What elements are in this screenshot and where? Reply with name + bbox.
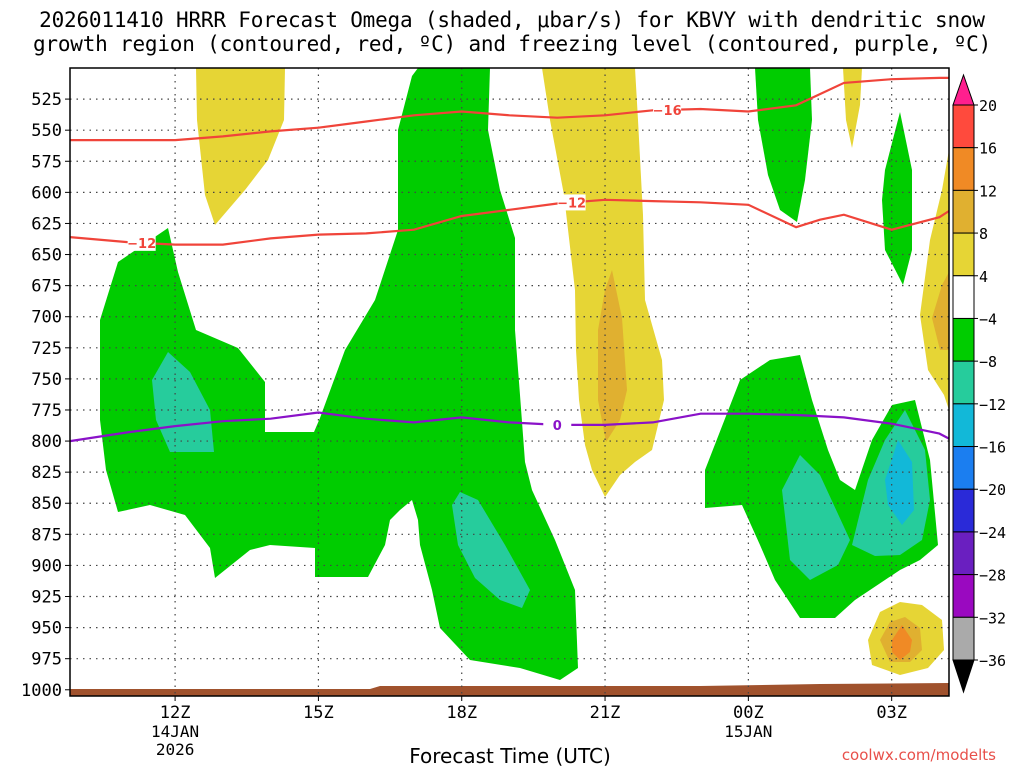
- x-tick-year: 2026: [156, 740, 195, 759]
- colorbar-label: −36: [979, 652, 1006, 670]
- contour-label: −12: [557, 196, 586, 211]
- source-credit[interactable]: coolwx.com/modelts: [841, 746, 996, 764]
- x-tick-label: 18Z: [446, 703, 477, 723]
- y-tick-label: 775: [31, 401, 62, 421]
- colorbar-label: −8: [979, 353, 997, 371]
- colorbar-top-arrow: [952, 73, 975, 106]
- colorbar-label: −28: [979, 567, 1006, 585]
- y-tick-label: 950: [31, 619, 62, 639]
- omega-region-gold-1: [598, 270, 627, 442]
- colorbar-label: 4: [979, 268, 988, 286]
- omega-region-green-4: [882, 112, 912, 285]
- contour--16-c-isotherm: [70, 76, 949, 142]
- omega-colorbar: 20 16 12 8 4 −4 −8 −12 −16 −20 −24 −28 −32 −36: [952, 73, 1006, 694]
- chart-title-line-1: 2026011410 HRRR Forecast Omega (shaded, …: [39, 8, 985, 32]
- y-tick-label: 850: [31, 494, 62, 514]
- contour-label: −16: [653, 104, 682, 119]
- colorbar-swatch: [952, 147, 975, 191]
- colorbar-swatch: [952, 616, 975, 661]
- colorbar-swatch: [952, 275, 975, 319]
- colorbar-label: 12: [979, 182, 997, 200]
- colorbar-label: −32: [979, 609, 1006, 627]
- contour-label-bg: [557, 194, 586, 211]
- omega-region-yellow-2: [542, 68, 664, 497]
- chart-title-line-2: growth region (contoured, red, ºC) and f…: [32, 32, 992, 56]
- omega-region-yellow-3: [843, 68, 862, 148]
- x-axis-title: Forecast Time (UTC): [409, 744, 611, 768]
- colorbar-swatch: [952, 531, 975, 576]
- contour-label-bg: [653, 101, 682, 118]
- colorbar-label: 16: [979, 140, 997, 158]
- y-tick-label: 650: [31, 246, 62, 266]
- contour-0-c-freezing-level: [69, 411, 950, 443]
- x-tick-label: 03Z: [876, 703, 907, 723]
- colorbar-swatch: [952, 232, 975, 277]
- y-tick-label: 575: [31, 152, 62, 172]
- colorbar-swatch: [952, 104, 975, 149]
- x-tick-label: 12Z: [160, 703, 191, 723]
- x-tick-date: 14JAN: [151, 722, 199, 741]
- x-tick-label: 15Z: [303, 703, 334, 723]
- colorbar-label: −4: [979, 310, 997, 328]
- x-tick-label: 00Z: [733, 703, 764, 723]
- colorbar-swatch: [952, 446, 975, 490]
- y-tick-label: 1000: [21, 681, 62, 701]
- omega-region-teal-2: [452, 492, 530, 608]
- y-tick-label: 550: [31, 121, 62, 141]
- contour-label: 0: [553, 419, 562, 434]
- ground-layer: [70, 683, 949, 696]
- contour-label-bg: [127, 234, 156, 251]
- x-tick-date: 15JAN: [724, 722, 772, 741]
- omega-region-teal-3: [782, 455, 850, 580]
- colorbar-swatch: [952, 403, 975, 448]
- contour--12-c-isotherm: [69, 198, 950, 246]
- y-tick-label: 825: [31, 463, 62, 483]
- colorbar-swatch: [952, 574, 975, 618]
- y-tick-label: 900: [31, 556, 62, 576]
- colorbar-swatch: [952, 189, 975, 234]
- colorbar-label: −24: [979, 524, 1006, 542]
- colorbar-label: −20: [979, 481, 1006, 499]
- y-tick-label: 925: [31, 588, 62, 608]
- omega-region-yellow-1: [196, 68, 285, 225]
- omega-region-yellow-4: [920, 150, 949, 410]
- colorbar-label: −12: [979, 396, 1006, 414]
- y-tick-label: 750: [31, 370, 62, 390]
- y-tick-label: 875: [31, 525, 62, 545]
- y-tick-label: 675: [31, 277, 62, 297]
- contour-lines: −16 −12 −12 0: [69, 76, 950, 443]
- y-tick-label: 975: [31, 650, 62, 670]
- colorbar-label: 20: [979, 97, 997, 115]
- y-tick-label: 800: [31, 432, 62, 452]
- colorbar-label: −16: [979, 439, 1006, 457]
- omega-region-green-3: [755, 68, 812, 222]
- plot-frame: [69, 67, 950, 697]
- omega-region-gold-2: [932, 272, 949, 350]
- y-tick-label: 725: [31, 339, 62, 359]
- dotted-grid: [70, 68, 949, 696]
- y-tick-label: 525: [31, 90, 62, 110]
- pressure-axis: 525 550 575 600 625 650 675 700 725 750 775 800 825 8…: [21, 90, 70, 701]
- colorbar-swatch: [952, 488, 975, 533]
- colorbar-swatch: [952, 360, 975, 405]
- y-tick-label: 600: [31, 183, 62, 203]
- colorbar-bottom-arrow: [952, 659, 975, 694]
- colorbar-swatch: [952, 317, 975, 362]
- y-tick-label: 625: [31, 214, 62, 234]
- contour-label-bg: [543, 416, 572, 433]
- omega-shading: [100, 68, 949, 680]
- y-tick-label: 700: [31, 308, 62, 328]
- omega-region-orange: [892, 625, 912, 660]
- colorbar-label: 8: [979, 225, 988, 243]
- contour-label: −12: [127, 237, 156, 252]
- x-tick-label: 21Z: [590, 703, 621, 723]
